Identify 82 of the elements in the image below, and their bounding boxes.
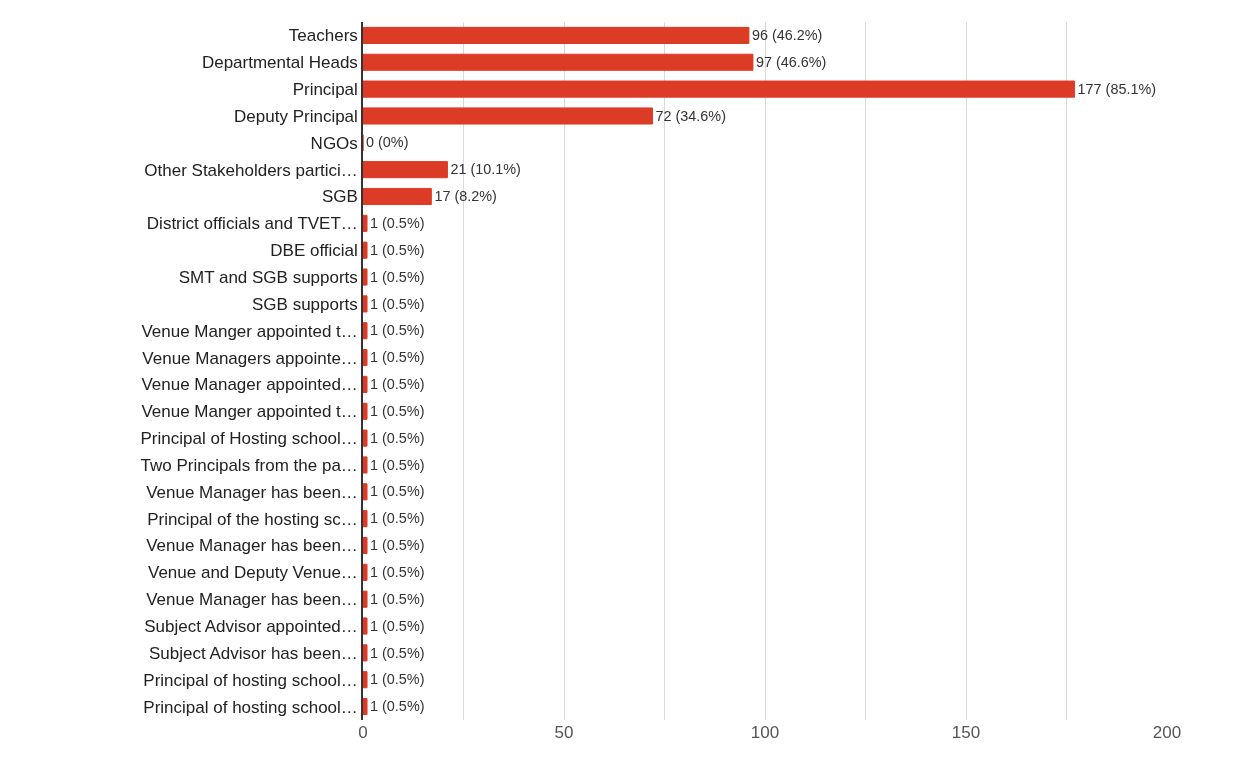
y-tick-label: SGB supports — [252, 294, 358, 314]
data-label: 1 (0.5%) — [370, 510, 425, 527]
x-tick-label: 0 — [358, 723, 368, 742]
y-tick-label: Deputy Principal — [234, 106, 358, 126]
bar — [363, 429, 368, 447]
bar — [363, 402, 368, 420]
bar — [363, 483, 368, 501]
y-tick-label: SGB — [321, 187, 358, 207]
bar — [363, 617, 368, 635]
y-tick-label: Principal of the hosting sc… — [147, 509, 358, 529]
data-label: 1 (0.5%) — [370, 268, 425, 285]
y-tick-label: Venue Manager has been… — [146, 536, 358, 556]
y-tick-label: Principal of hosting school… — [143, 670, 358, 690]
data-label: 21 (10.1%) — [450, 161, 521, 178]
data-label: 1 (0.5%) — [370, 295, 425, 312]
data-label: 1 (0.5%) — [370, 349, 425, 366]
y-tick-label: Venue Manager has been… — [146, 482, 358, 502]
y-tick-label: NGOs — [310, 133, 358, 153]
bar — [363, 671, 368, 689]
y-tick-label: Other Stakeholders partici… — [144, 160, 358, 180]
y-tick-label: Venue Manger appointed t… — [141, 402, 358, 422]
data-label: 96 (46.2%) — [751, 27, 823, 44]
data-label: 1 (0.5%) — [370, 215, 425, 232]
y-tick-label: District officials and TVET… — [146, 214, 358, 234]
bar — [363, 241, 368, 259]
bar — [363, 456, 368, 474]
y-tick-label: DBE official — [270, 241, 358, 261]
x-tick-label: 100 — [750, 723, 780, 742]
data-label: 72 (34.6%) — [655, 107, 726, 124]
y-tick-label: Teachers — [288, 26, 358, 46]
data-label: 17 (8.2%) — [434, 188, 497, 205]
bar — [363, 53, 754, 71]
data-label: 1 (0.5%) — [370, 671, 425, 688]
bar — [363, 187, 432, 206]
y-tick-label: Subject Advisor appointed… — [144, 616, 358, 636]
data-label: 1 (0.5%) — [370, 322, 425, 339]
data-label: 177 (85.1%) — [1077, 80, 1157, 97]
data-label: 1 (0.5%) — [370, 537, 425, 554]
data-label: 1 (0.5%) — [370, 644, 425, 661]
y-tick-label: Two Principals from the pa… — [140, 455, 358, 475]
x-tick-label: 50 — [554, 723, 574, 742]
y-tick-label: Departmental Heads — [201, 53, 358, 73]
y-tick-label: Venue Manager appointed… — [141, 375, 358, 395]
data-label: 97 (46.6%) — [755, 53, 827, 70]
y-tick-label: Principal of Hosting school… — [140, 429, 358, 449]
y-tick-label: Subject Advisor has been… — [148, 643, 358, 663]
bar — [363, 26, 750, 44]
y-tick-label: Venue Manger appointed t… — [141, 321, 358, 341]
bar — [363, 698, 368, 716]
y-tick-label: Principal — [292, 80, 358, 100]
bar — [363, 161, 448, 179]
bar — [363, 375, 368, 393]
data-label: 1 (0.5%) — [370, 456, 425, 473]
y-tick-label: SMT and SGB supports — [178, 267, 358, 287]
data-label: 1 (0.5%) — [370, 590, 425, 607]
y-tick-label: Venue Managers appointe… — [142, 348, 358, 368]
data-label: 1 (0.5%) — [370, 617, 425, 634]
y-tick-label: Venue and Deputy Venue… — [148, 563, 358, 583]
data-label: 1 (0.5%) — [370, 483, 425, 500]
bar — [363, 510, 368, 528]
x-tick-label: 150 — [951, 723, 981, 742]
data-label: 1 (0.5%) — [370, 564, 425, 581]
data-label: 1 (0.5%) — [370, 698, 425, 715]
bar — [363, 644, 368, 662]
bar — [363, 536, 368, 555]
bar — [363, 349, 368, 367]
bar — [363, 295, 368, 313]
data-label: 0 (0%) — [366, 134, 409, 151]
x-tick-label: 200 — [1152, 723, 1182, 742]
bar — [363, 590, 368, 608]
data-label: 1 (0.5%) — [370, 376, 425, 393]
bar — [363, 214, 368, 232]
bar — [363, 107, 653, 125]
data-label: 1 (0.5%) — [370, 402, 425, 419]
data-label: 1 (0.5%) — [370, 241, 425, 258]
bar — [363, 268, 368, 286]
bar — [363, 80, 1076, 98]
bar — [363, 322, 368, 340]
y-tick-label: Principal of hosting school… — [143, 697, 358, 717]
data-label: 1 (0.5%) — [370, 429, 425, 446]
bar — [363, 563, 368, 581]
y-tick-label: Venue Manager has been… — [146, 590, 358, 610]
